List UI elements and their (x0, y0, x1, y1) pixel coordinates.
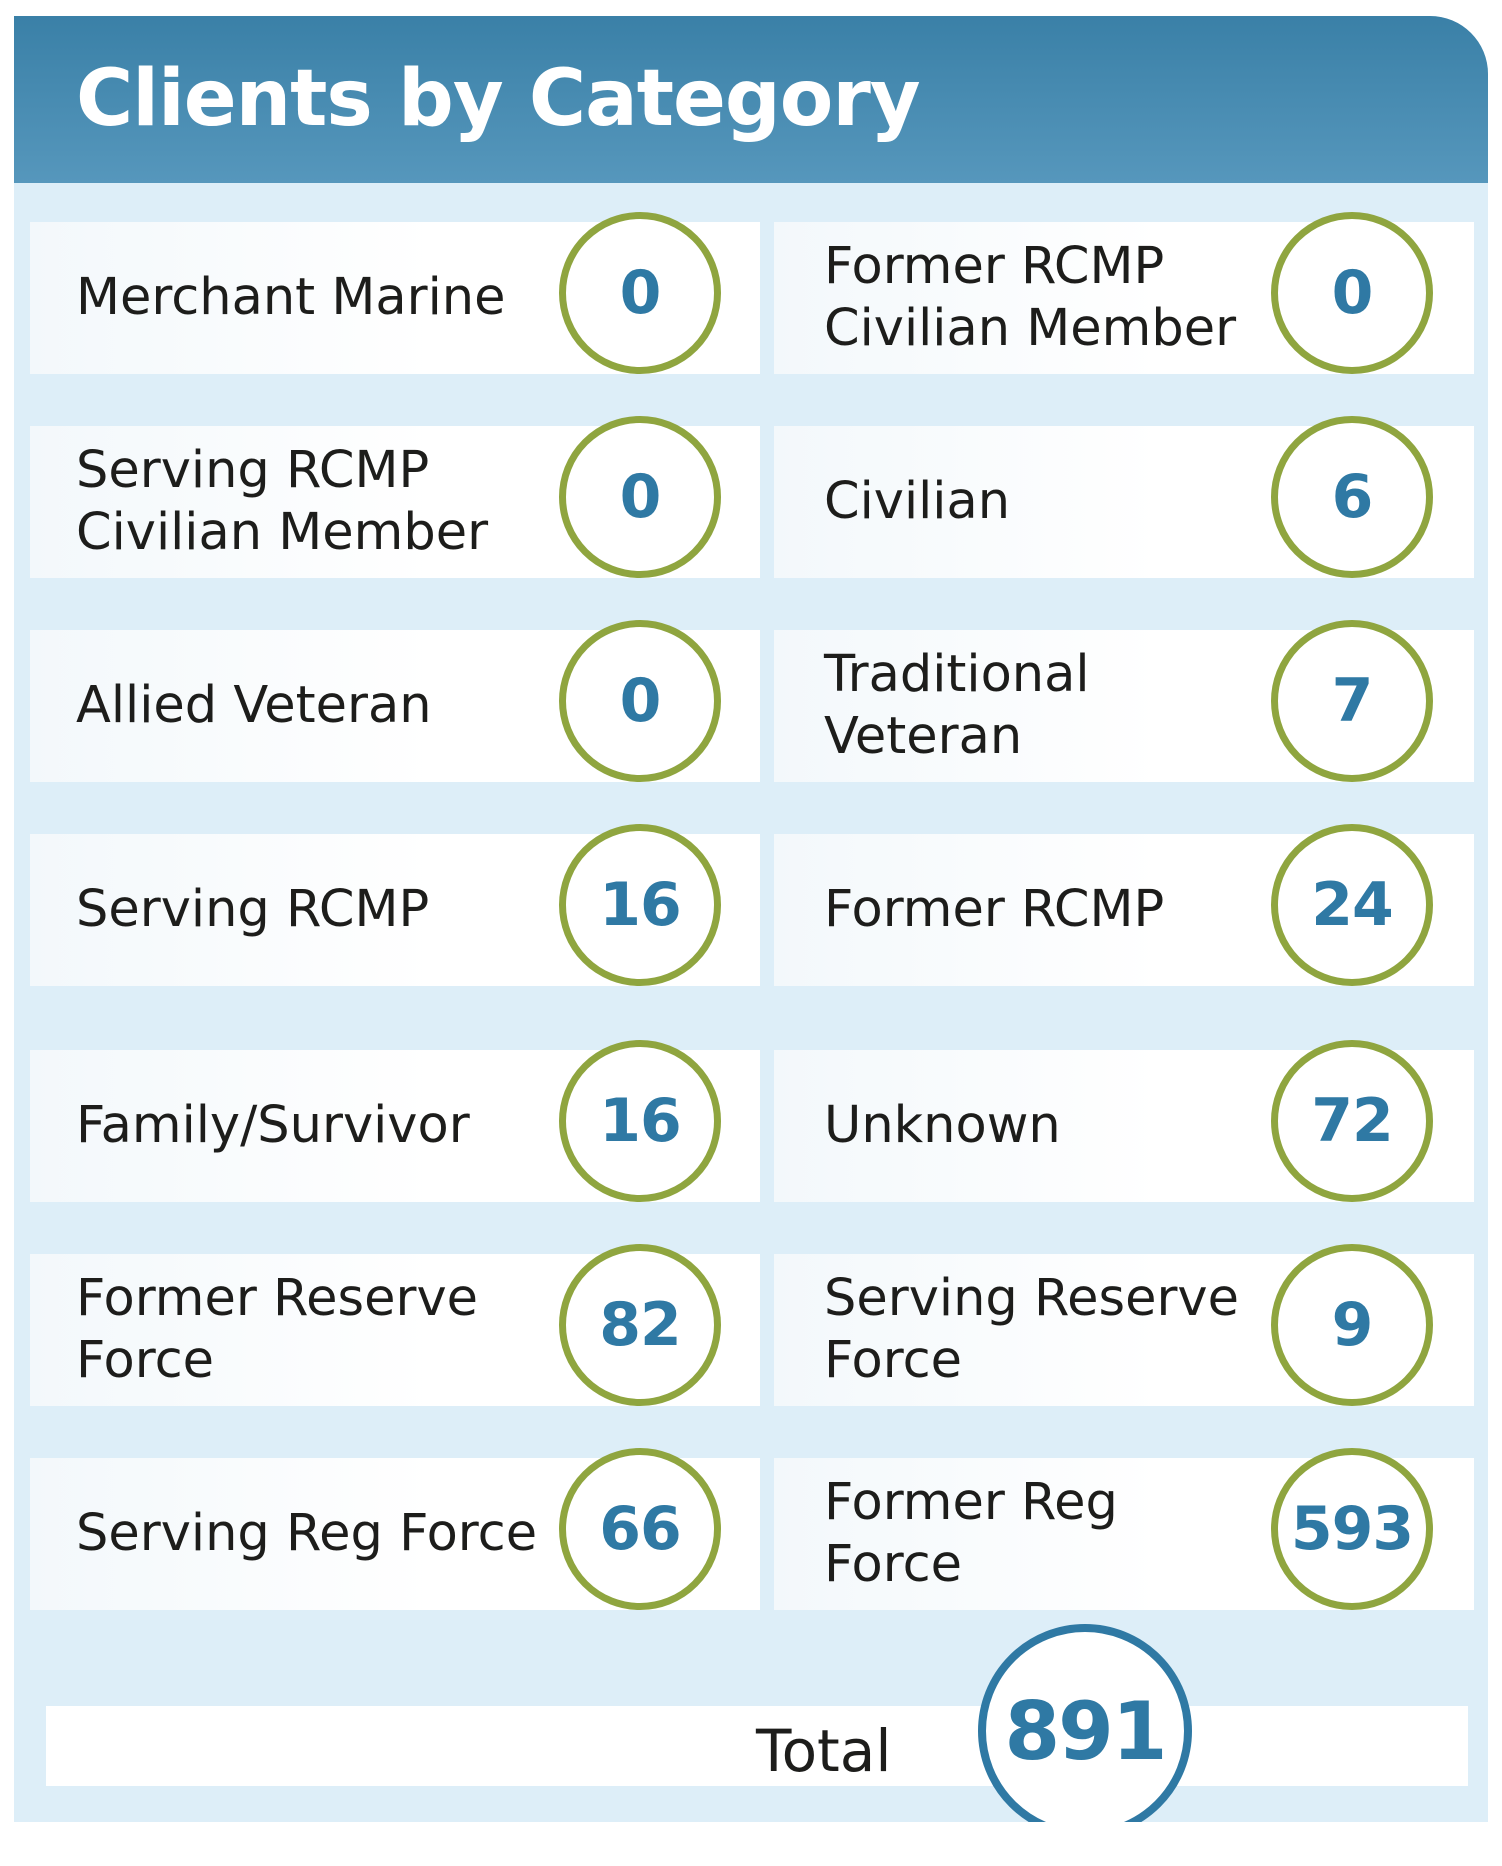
category-label: Unknown (824, 1096, 1061, 1155)
category-count-ring: 66 (559, 1448, 721, 1610)
category-count: 82 (599, 1290, 681, 1360)
category-count: 0 (619, 666, 662, 736)
total-count-ring: 891 (978, 1624, 1192, 1822)
category-count: 0 (619, 462, 662, 532)
category-count-ring: 0 (559, 212, 721, 374)
category-count: 0 (619, 258, 662, 328)
category-count-ring: 9 (1271, 1244, 1433, 1406)
panel-title: Clients by Category (76, 54, 921, 144)
category-label: Serving RCMP Civilian Member (76, 441, 489, 562)
category-count-ring: 0 (559, 620, 721, 782)
category-count-ring: 0 (559, 416, 721, 578)
category-label: Serving Reserve Force (824, 1269, 1239, 1390)
category-label: Family/Survivor (76, 1096, 470, 1155)
category-grid: Merchant Marine 0 Former RCMP Civilian M… (14, 16, 1488, 1822)
category-count: 66 (599, 1494, 681, 1564)
category-count: 16 (599, 1086, 681, 1156)
category-count: 0 (1331, 258, 1374, 328)
category-label: Allied Veteran (76, 676, 432, 735)
category-label: Merchant Marine (76, 268, 506, 327)
category-count: 9 (1331, 1290, 1374, 1360)
category-label: Former RCMP Civilian Member (824, 237, 1237, 358)
category-count: 7 (1331, 666, 1374, 736)
category-count-ring: 16 (559, 1040, 721, 1202)
panel-header: Clients by Category (14, 16, 1488, 183)
category-label: Former RCMP (824, 880, 1165, 939)
category-count-ring: 6 (1271, 416, 1433, 578)
category-count: 593 (1290, 1494, 1414, 1564)
category-label: Former Reg Force (824, 1473, 1118, 1594)
category-label: Traditional Veteran (824, 645, 1090, 766)
clients-by-category-panel: Clients by Category Merchant Marine 0 Fo… (14, 16, 1488, 1822)
total-row (46, 1706, 1468, 1786)
category-count-ring: 593 (1271, 1448, 1433, 1610)
category-count: 72 (1311, 1086, 1393, 1156)
category-label: Serving Reg Force (76, 1504, 538, 1563)
category-count-ring: 16 (559, 824, 721, 986)
category-count-ring: 24 (1271, 824, 1433, 986)
category-count: 24 (1311, 870, 1393, 940)
category-count-ring: 7 (1271, 620, 1433, 782)
category-label: Former Reserve Force (76, 1269, 479, 1390)
category-count-ring: 0 (1271, 212, 1433, 374)
category-count-ring: 72 (1271, 1040, 1433, 1202)
category-count-ring: 82 (559, 1244, 721, 1406)
category-count: 6 (1331, 462, 1374, 532)
category-label: Serving RCMP (76, 880, 430, 939)
category-label: Civilian (824, 472, 1011, 531)
total-count: 891 (1004, 1684, 1168, 1778)
category-count: 16 (599, 870, 681, 940)
total-label: Total (756, 1717, 892, 1785)
